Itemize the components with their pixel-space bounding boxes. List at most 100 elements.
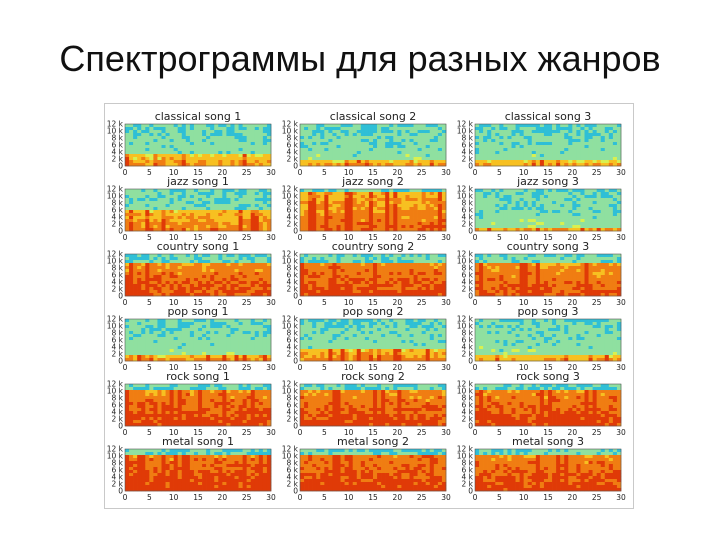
spectrogram-cell (149, 210, 154, 214)
spectrogram-cell (308, 222, 313, 226)
spectrogram-cell (560, 260, 565, 264)
spectrogram-cell (141, 293, 146, 297)
spectrogram-cell (479, 142, 484, 146)
spectrogram-cell (198, 148, 203, 152)
spectrogram-cell (308, 133, 313, 137)
spectrogram-cell (479, 207, 484, 211)
spectrogram-cell (234, 287, 239, 291)
spectrogram-cell (495, 254, 500, 258)
spectrogram-cell (543, 163, 549, 167)
spectrogram-cell (425, 192, 431, 196)
spectrogram-cell (491, 284, 496, 288)
spectrogram-cell (356, 139, 362, 143)
spectrogram-cell (206, 189, 211, 193)
spectrogram-cell (352, 272, 358, 276)
spectrogram-cell (568, 189, 573, 193)
spectrogram-cell (535, 142, 541, 146)
spectrogram-cell (405, 151, 410, 155)
spectrogram-cell (304, 204, 309, 208)
spectrogram-cell (161, 192, 166, 196)
spectrogram-cell (479, 272, 484, 276)
spectrogram-cell (523, 142, 529, 146)
spectrogram-cell (234, 284, 239, 288)
spectrogram-cell (308, 263, 313, 267)
spectrogram-cell (328, 263, 333, 267)
spectrogram-cell (397, 228, 402, 232)
spectrogram-cell (572, 263, 577, 267)
spectrogram-cell (157, 213, 162, 217)
spectrogram-cell (503, 145, 508, 149)
spectrogram-cell (169, 275, 174, 279)
spectrogram-cell (266, 160, 272, 164)
spectrogram-cell (437, 124, 443, 128)
spectrogram-cell (344, 195, 349, 199)
spectrogram-cell (328, 278, 333, 282)
spectrogram-cell (475, 136, 480, 140)
spectrogram-cell (495, 142, 500, 146)
spectrogram-cell (198, 254, 203, 258)
spectrogram-cell (360, 157, 366, 161)
spectrogram-cell (165, 139, 170, 143)
spectrogram-cell (475, 207, 480, 211)
spectrogram-cell (580, 148, 585, 152)
spectrogram-cell (389, 272, 394, 276)
spectrogram-cell (552, 216, 557, 220)
spectrogram-cell (483, 257, 488, 261)
spectrogram-cell (441, 145, 447, 149)
spectrogram-cell (441, 154, 447, 158)
spectrogram-cell (483, 293, 488, 297)
spectrogram-cell (487, 201, 492, 205)
spectrogram-cell (141, 260, 146, 264)
spectrogram-cell (300, 281, 305, 285)
spectrogram-cell (552, 287, 557, 291)
spectrogram-cell (214, 201, 219, 205)
spectrogram-cell (165, 222, 170, 226)
spectrogram-cell (527, 133, 533, 137)
spectrogram-cell (377, 160, 382, 164)
spectrogram-cell (405, 269, 410, 273)
spectrogram-cell (198, 204, 203, 208)
spectrogram-cell (381, 263, 386, 267)
spectrogram-cell (262, 198, 268, 202)
spectrogram-cell (202, 263, 207, 267)
spectrogram-cell (304, 263, 309, 267)
spectrogram-cell (141, 287, 146, 291)
spectrogram-cell (393, 157, 398, 161)
spectrogram-cell (364, 272, 370, 276)
spectrogram-cell (246, 154, 252, 158)
spectrogram-cell (173, 219, 179, 223)
spectrogram-cell (133, 266, 138, 270)
spectrogram-cell (543, 204, 549, 208)
spectrogram-cell (393, 275, 398, 279)
spectrogram-cell (173, 328, 179, 332)
spectrogram-cell (181, 163, 187, 167)
spectrogram-cell (340, 189, 345, 193)
spectrogram-cell (429, 225, 435, 229)
spectrogram-cell (401, 263, 406, 267)
x-tick-label: 10 (519, 233, 529, 242)
spectrogram-cell (153, 278, 158, 282)
spectrogram-cell (564, 254, 569, 258)
spectrogram-cell (206, 281, 211, 285)
spectrogram-cell (604, 260, 610, 264)
spectrogram-cell (580, 201, 585, 205)
spectrogram-cell (413, 284, 418, 288)
spectrogram-cell (417, 257, 422, 261)
spectrogram-cell (266, 189, 272, 193)
spectrogram-cell (393, 281, 398, 285)
spectrogram-cell (409, 263, 414, 267)
spectrogram-cell (161, 127, 166, 131)
spectrogram-cell (604, 219, 610, 223)
spectrogram-cell (381, 293, 386, 297)
spectrogram-cell (572, 154, 577, 158)
spectrogram-cell (202, 346, 207, 350)
spectrogram-cell (612, 195, 618, 199)
spectrogram-cell (344, 266, 349, 270)
spectrogram-cell (157, 225, 162, 229)
spectrogram-cell (604, 284, 610, 288)
spectrogram-cell (413, 225, 418, 229)
spectrogram-cell (385, 257, 390, 261)
spectrogram-cell (340, 263, 345, 267)
spectrogram-cell (262, 263, 268, 267)
y-tick-label: 10 k (107, 257, 124, 266)
